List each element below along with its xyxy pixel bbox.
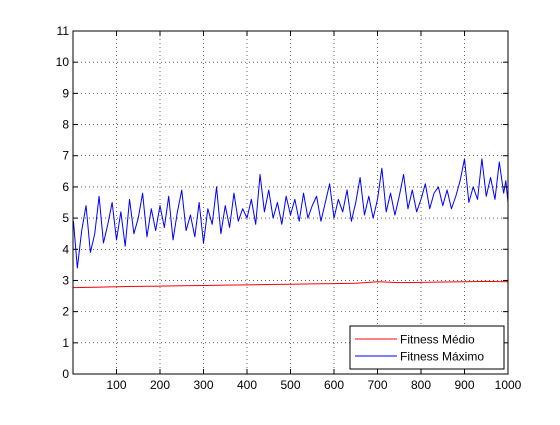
y-tick-label: 7 (62, 149, 69, 163)
plot-area (73, 31, 508, 374)
x-tick-label: 600 (324, 378, 344, 392)
x-tick-label: 1000 (495, 378, 522, 392)
x-tick-label: 400 (237, 378, 257, 392)
ticks: 100 200 300 400 500 600 700 800 900 1000 0 1 2 3 4 5 6 7 8… (56, 24, 522, 392)
y-tick-label: 3 (62, 273, 69, 287)
series-layer (72, 158, 509, 289)
y-tick-label: 11 (57, 24, 70, 38)
legend-label-fitness-maximo: Fitness Máximo (400, 350, 484, 364)
y-tick-label: 0 (62, 367, 69, 381)
x-tick-label: 100 (106, 378, 126, 392)
y-tick-label: 6 (62, 180, 69, 194)
x-tick-label: 200 (150, 378, 170, 392)
legend: Fitness Médio Fitness Máximo (349, 325, 505, 370)
y-tick-label: 2 (62, 305, 69, 319)
series-line-fitness-medio (73, 280, 509, 289)
x-tick-label: 500 (280, 378, 300, 392)
y-tick-label: 10 (56, 55, 70, 69)
y-tick-label: 9 (62, 86, 69, 100)
y-tick-label: 5 (62, 211, 69, 225)
series-line-fitness-maximo (72, 158, 509, 269)
x-tick-label: 700 (367, 378, 387, 392)
y-tick-label: 4 (62, 242, 69, 256)
y-tick-label: 8 (62, 118, 69, 132)
legend-label-fitness-medio: Fitness Médio (400, 333, 475, 347)
x-tick-label: 900 (454, 378, 474, 392)
x-tick-label: 300 (193, 378, 213, 392)
y-tick-label: 1 (62, 336, 69, 350)
legend-box (349, 325, 505, 370)
x-tick-label: 800 (411, 378, 431, 392)
